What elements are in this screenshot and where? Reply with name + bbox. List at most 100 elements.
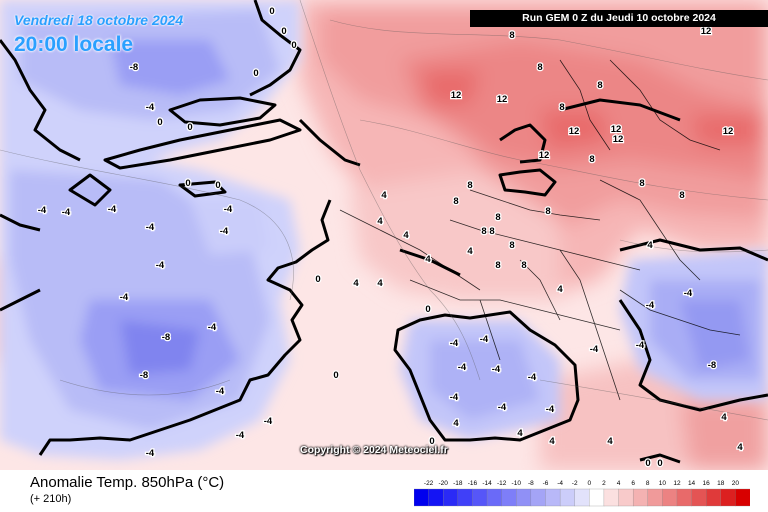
isolines xyxy=(0,0,768,421)
legend-swatch xyxy=(574,488,590,507)
legend-swatch xyxy=(457,488,473,507)
contour-label: 12 xyxy=(451,90,462,101)
contour-label: 4 xyxy=(353,278,359,289)
contour-label: 0 xyxy=(425,304,430,315)
contour-label: 0 xyxy=(269,6,274,17)
contour-label: 8 xyxy=(495,212,500,223)
legend-label: -18 xyxy=(453,480,463,487)
legend-label: 6 xyxy=(631,480,635,487)
legend-label: 16 xyxy=(703,480,711,487)
contour-label: -4 xyxy=(208,322,217,333)
legend-label: -22 xyxy=(424,480,434,487)
contour-label: -4 xyxy=(450,392,459,403)
contour-label: -4 xyxy=(236,430,245,441)
contour-label: -4 xyxy=(480,334,489,345)
contour-label: 8 xyxy=(489,226,494,237)
legend-label: -6 xyxy=(543,480,549,487)
contour-label: 0 xyxy=(333,370,338,381)
contour-label: 0 xyxy=(185,178,190,189)
contour-label: 4 xyxy=(721,412,727,423)
legend-label: -4 xyxy=(557,480,563,487)
contour-label: -4 xyxy=(156,260,165,271)
cold-anomaly-fields xyxy=(0,0,768,460)
contour-label: 4 xyxy=(737,442,743,453)
contour-label: 4 xyxy=(377,216,383,227)
contour-label: 8 xyxy=(509,240,514,251)
contour-label: -8 xyxy=(140,370,148,381)
contour-label: 0 xyxy=(281,26,286,37)
forecast-lead-time: (+ 210h) xyxy=(30,493,72,505)
contour-label: -8 xyxy=(162,332,170,343)
legend-swatch xyxy=(720,488,736,507)
contour-label: 4 xyxy=(549,436,555,447)
contour-label: -4 xyxy=(220,226,229,237)
contour-label: -4 xyxy=(146,448,155,459)
legend-swatch xyxy=(414,488,430,507)
map-title: Anomalie Temp. 850hPa (°C) xyxy=(30,474,225,491)
contour-label: 4 xyxy=(647,240,653,251)
legend-swatch xyxy=(618,488,634,507)
contour-label: 0 xyxy=(645,458,650,469)
legend-label: 2 xyxy=(602,480,606,487)
contour-label: -4 xyxy=(450,338,459,349)
legend-label: -8 xyxy=(528,480,534,487)
legend-swatch xyxy=(676,488,693,507)
contour-label: 8 xyxy=(495,260,500,271)
contour-label: -4 xyxy=(528,372,537,383)
legend-label: 10 xyxy=(659,480,667,487)
legend-swatch xyxy=(530,488,546,507)
coastlines xyxy=(0,0,768,464)
legend-label: -14 xyxy=(482,480,492,487)
contour-label: -4 xyxy=(146,102,155,113)
contour-label: 8 xyxy=(481,226,486,237)
legend-swatch xyxy=(589,488,605,507)
legend-label: -2 xyxy=(572,480,578,487)
contour-label: -4 xyxy=(216,386,225,397)
contour-label: 4 xyxy=(517,428,523,439)
contour-label: 4 xyxy=(453,418,459,429)
contour-label: 12 xyxy=(723,126,734,137)
contour-label: -4 xyxy=(38,205,47,216)
legend-label: 0 xyxy=(587,480,591,487)
contour-label: 8 xyxy=(521,260,526,271)
contour-label: -4 xyxy=(546,404,555,415)
legend-swatch xyxy=(545,488,561,507)
contour-label: -8 xyxy=(708,360,716,371)
contour-label: -4 xyxy=(498,402,507,413)
contour-label: -4 xyxy=(684,288,693,299)
contour-label: 0 xyxy=(157,117,162,128)
contour-label: 8 xyxy=(597,80,602,91)
legend-label: 18 xyxy=(717,480,725,487)
contour-label: -4 xyxy=(590,344,599,355)
contour-label: 8 xyxy=(467,180,472,191)
contour-label: 4 xyxy=(403,230,409,241)
legend-label: -10 xyxy=(512,480,522,487)
contour-label: -4 xyxy=(120,292,129,303)
contour-label: 8 xyxy=(559,102,564,113)
warm-anomaly-fields xyxy=(0,0,768,470)
legend-swatch xyxy=(647,488,663,507)
contour-label: 0 xyxy=(315,274,320,285)
legend-swatch xyxy=(662,488,678,507)
legend-swatch xyxy=(501,488,517,507)
contour-label: -4 xyxy=(108,204,117,215)
contour-label: -4 xyxy=(224,204,233,215)
model-run-banner: Run GEM 0 Z du Jeudi 10 octobre 2024 xyxy=(470,10,768,27)
contour-label: 8 xyxy=(545,206,550,217)
legend-label: -16 xyxy=(468,480,478,487)
contour-label: 0 xyxy=(429,436,434,447)
contour-label: -4 xyxy=(146,222,155,233)
contour-label: 8 xyxy=(453,196,458,207)
contour-label: 0 xyxy=(215,180,220,191)
contour-label: 0 xyxy=(657,458,662,469)
color-legend: -22 -20 -18 -16 -14 -12 -10 -8 -6 -4 -2 0 2 4 6 8 10 12 14… xyxy=(414,480,750,507)
contour-label: 0 xyxy=(291,40,296,51)
legend-label: 12 xyxy=(673,480,681,487)
contour-label: 8 xyxy=(679,190,684,201)
legend-swatch xyxy=(443,488,459,507)
legend-label: 4 xyxy=(617,480,621,487)
forecast-hour: 20:00 locale xyxy=(14,33,134,56)
legend-swatch xyxy=(735,488,750,507)
contour-label: 0 xyxy=(187,122,192,133)
